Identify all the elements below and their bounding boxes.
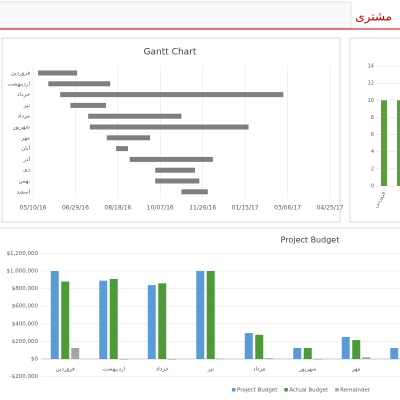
- bar: [216, 358, 225, 360]
- y-tick-label: 6: [371, 132, 374, 138]
- bar: [352, 340, 361, 359]
- x-tick-label: 11/26/16: [189, 205, 216, 212]
- x-tick-label: 05/10/16: [20, 205, 47, 212]
- x-tick-label: 10/07/16: [147, 205, 174, 212]
- legend-swatch: [335, 388, 339, 392]
- bar: [362, 357, 371, 359]
- x-tick-label: 06/29/16: [62, 205, 89, 212]
- gantt-bar: [106, 135, 151, 141]
- bar: [255, 334, 264, 359]
- bar: [397, 100, 400, 186]
- header-box: [0, 1, 352, 29]
- x-tick-label: 03/06/17: [274, 205, 301, 212]
- legend-swatch: [232, 388, 236, 392]
- y-tick-label: $200,000: [12, 339, 39, 345]
- header-title: مشتری: [355, 10, 392, 25]
- bar: [109, 278, 118, 359]
- y-tick-label: آبان: [21, 145, 30, 152]
- gantt-bar: [48, 81, 111, 87]
- y-tick-label: 4: [371, 149, 374, 155]
- y-tick-label: دی: [23, 168, 30, 174]
- y-tick-label: 0: [371, 184, 374, 190]
- bar: [99, 280, 108, 359]
- legend-swatch: [284, 388, 288, 392]
- y-tick-label: -$200,000: [10, 374, 39, 380]
- y-tick-label: خرداد: [17, 92, 30, 98]
- y-tick-label: $600,000: [12, 304, 39, 310]
- bar: [168, 359, 177, 360]
- legend-label: Remainder: [340, 388, 371, 394]
- gantt-bar: [88, 113, 182, 119]
- y-tick-label: شهریور: [12, 125, 31, 131]
- gantt-bar: [155, 167, 196, 173]
- y-tick-label: مرداد: [18, 114, 30, 120]
- y-tick-label: $800,000: [12, 286, 39, 292]
- bar: [196, 271, 205, 359]
- y-tick-label: مهر: [20, 135, 30, 141]
- y-tick-label: $400,000: [12, 321, 39, 327]
- bar: [341, 337, 350, 359]
- y-tick-label: 12: [368, 81, 374, 87]
- y-tick-label: 14: [368, 64, 374, 70]
- x-tick-label: شهریور: [298, 367, 317, 373]
- bar: [381, 100, 387, 186]
- x-tick-label: خرداد: [156, 367, 169, 373]
- gantt-bar: [155, 178, 200, 184]
- legend-label: Project Budget: [237, 388, 278, 394]
- y-tick-label: بهمن: [19, 179, 31, 185]
- gantt-bar: [38, 70, 78, 76]
- y-tick-label: 2: [371, 166, 374, 172]
- x-tick-label: مرداد: [253, 367, 265, 373]
- y-tick-label: 10: [368, 98, 374, 104]
- gantt-bar: [60, 92, 284, 98]
- x-tick-label: تیر: [207, 367, 215, 373]
- legend-label: Actual Budget: [289, 388, 329, 394]
- x-tick-label: مهر: [351, 367, 361, 373]
- bar: [61, 281, 70, 359]
- x-tick-label: 08/18/16: [104, 205, 131, 212]
- bar: [244, 333, 253, 359]
- gantt-bar: [129, 156, 213, 162]
- bar: [119, 359, 128, 360]
- y-tick-label: $1,000,000: [7, 269, 39, 275]
- y-tick-label: $1,200,000: [7, 251, 39, 257]
- y-tick-label: تیر: [23, 103, 31, 109]
- bar: [303, 348, 312, 359]
- x-tick-label: 01/15/17: [232, 205, 259, 212]
- bar: [158, 283, 167, 359]
- chart-title: Gantt Chart: [144, 48, 197, 58]
- bar: [206, 271, 215, 359]
- bar: [71, 348, 80, 359]
- y-tick-label: 8: [371, 115, 374, 121]
- gantt-bar: [70, 102, 106, 108]
- gantt-bar: [89, 124, 249, 130]
- bar: [293, 348, 302, 359]
- x-tick-label: اردیبهشت: [102, 367, 125, 373]
- side-panel: [349, 37, 400, 223]
- bar: [50, 271, 59, 359]
- y-tick-label: اردیبهشت: [7, 81, 30, 87]
- y-tick-label: آذر: [22, 156, 30, 163]
- bar: [265, 358, 274, 359]
- gantt-bar: [181, 189, 208, 195]
- y-tick-label: اسفند: [17, 189, 31, 195]
- x-tick-label: فروردین: [56, 367, 76, 373]
- y-tick-label: فروردین: [11, 71, 31, 77]
- gantt-bar: [116, 146, 129, 152]
- x-tick-label: 04/25/17: [317, 205, 344, 212]
- gantt-panel: [1, 37, 341, 223]
- bar: [147, 285, 156, 359]
- bar: [390, 348, 399, 359]
- bar: [313, 359, 322, 360]
- y-tick-label: $0: [31, 357, 38, 363]
- chart-title: Project Budget: [281, 236, 340, 245]
